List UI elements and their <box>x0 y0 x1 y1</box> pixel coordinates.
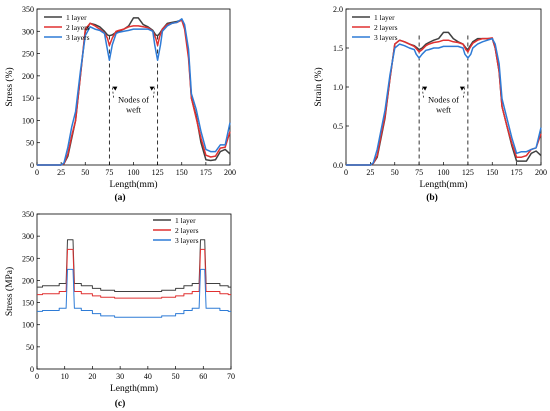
chart-panel-1: 0 25 50 75 100 125 150 175 200 0 50 100 150 200 250 300… <box>4 5 236 203</box>
x-tick-label: 60 <box>199 372 207 381</box>
y-tick-label: 0.0 <box>333 161 343 170</box>
y-tick-label: 350 <box>22 210 34 219</box>
x-tick-label: 125 <box>152 168 164 177</box>
x-tick-label: 100 <box>438 168 450 177</box>
legend-label: 2 layers <box>374 23 398 32</box>
x-tick-label: 100 <box>128 168 140 177</box>
series-line-2 <box>346 37 542 166</box>
y-tick-label: 250 <box>22 254 34 263</box>
x-tick-label: 125 <box>462 168 474 177</box>
y-tick-label: 50 <box>26 139 34 148</box>
y-tick-label: 0 <box>30 365 34 374</box>
x-tick-label: 50 <box>172 372 180 381</box>
series-line-3 <box>37 268 231 318</box>
x-tick-label: 50 <box>81 168 89 177</box>
annotation-nodes-of-weft: Nodes of weft <box>418 35 469 165</box>
annotation-text: Nodes of weft <box>118 95 149 115</box>
y-tick-label: 150 <box>22 299 34 308</box>
y-tick-label: 50 <box>26 343 34 352</box>
panel-label: (c) <box>115 398 126 409</box>
x-tick-label: 75 <box>415 168 423 177</box>
x-tick-label: 20 <box>88 372 96 381</box>
series-line-3 <box>346 37 542 166</box>
y-tick-label: 100 <box>22 321 34 330</box>
y-tick-label: 0.5 <box>333 122 343 131</box>
legend-label: 3 layers <box>66 33 90 42</box>
y-tick-label: 200 <box>22 276 34 285</box>
series-line-2 <box>37 248 231 299</box>
x-tick-label: 150 <box>176 168 188 177</box>
y-tick-label: 2.0 <box>333 5 343 14</box>
annotation-nodes-of-weft: Nodes of weft <box>108 35 159 165</box>
x-tick-label: 200 <box>224 168 236 177</box>
x-axis-label: Length(mm) <box>419 179 467 190</box>
x-axis-label: Length(mm) <box>109 179 157 190</box>
panel-label: (b) <box>426 192 438 203</box>
y-tick-label: 150 <box>22 94 34 103</box>
x-tick-label: 0 <box>35 168 39 177</box>
annotation-arrow-right <box>153 86 155 98</box>
y-tick-label: 1.5 <box>333 44 343 53</box>
x-tick-label: 30 <box>116 372 124 381</box>
legend-label: 1 layer <box>374 13 395 22</box>
annotation-arrowhead-right <box>459 86 465 91</box>
annotation-arrowhead-left <box>112 86 118 91</box>
y-tick-label: 350 <box>22 5 34 14</box>
x-tick-label: 0 <box>35 372 39 381</box>
x-tick-label: 175 <box>200 168 212 177</box>
legend-label: 2 layers <box>175 226 199 235</box>
annotation-arrow-left <box>112 86 114 98</box>
plot-frame <box>36 213 232 370</box>
y-tick-label: 300 <box>22 232 34 241</box>
y-axis-label: Stress (%) <box>4 67 15 106</box>
y-tick-label: 300 <box>22 27 34 36</box>
x-tick-label: 25 <box>366 168 374 177</box>
x-axis-label: Length(mm) <box>110 383 158 394</box>
y-tick-label: 200 <box>22 72 34 81</box>
series-line-1 <box>37 239 231 292</box>
annotation-arrow-left <box>421 86 424 98</box>
y-axis-label: Strain (%) <box>313 67 324 106</box>
series-line-2 <box>37 19 231 166</box>
x-tick-label: 70 <box>227 372 235 381</box>
chart-panel-2: 0 25 50 75 100 125 150 175 200 0.0 0.5 1.0 1.5 2.0 Len… <box>313 5 547 203</box>
x-tick-label: 10 <box>61 372 69 381</box>
x-tick-label: 175 <box>511 168 523 177</box>
y-tick-label: 0 <box>30 161 34 170</box>
annotation-arrow-right <box>463 86 466 98</box>
legend-label: 2 layers <box>66 23 90 32</box>
y-tick-label: 100 <box>22 116 34 125</box>
x-tick-label: 150 <box>486 168 498 177</box>
y-tick-label: 1.0 <box>333 83 343 92</box>
annotation-arrowhead-right <box>149 86 155 91</box>
series-line-3 <box>37 18 231 166</box>
legend-label: 3 layers <box>374 33 398 42</box>
x-tick-label: 0 <box>344 168 348 177</box>
y-tick-label: 250 <box>22 50 34 59</box>
y-axis-label: Stress (MPa) <box>4 267 15 316</box>
x-tick-label: 40 <box>144 372 152 381</box>
annotation-text: Nodes of weft <box>428 95 459 115</box>
annotation-arrowhead-left <box>422 86 428 91</box>
legend-label: 1 layer <box>66 13 87 22</box>
legend-label: 3 layers <box>175 236 199 245</box>
x-tick-label: 200 <box>535 168 547 177</box>
panel-label: (a) <box>114 192 125 203</box>
x-tick-label: 50 <box>391 168 399 177</box>
x-tick-label: 25 <box>57 168 65 177</box>
legend-label: 1 layer <box>175 216 196 225</box>
x-tick-label: 75 <box>105 168 113 177</box>
chart-panel-3: 0 10 20 30 40 50 60 70 0 50 100 150 200 250 300 350 Leng… <box>4 210 235 409</box>
